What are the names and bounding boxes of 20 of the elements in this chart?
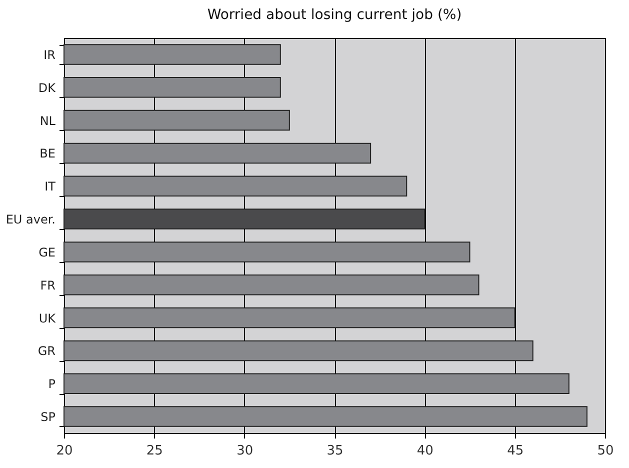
y-tick-label: SP xyxy=(40,410,56,424)
y-tick-label: GE xyxy=(38,245,56,260)
x-tick-label: 50 xyxy=(597,444,614,458)
x-tick-label: 45 xyxy=(507,444,524,458)
x-tick-label: 35 xyxy=(326,444,344,458)
y-tick-label: BE xyxy=(40,146,56,161)
y-tick-label: GR xyxy=(38,344,56,358)
x-tick-label: 25 xyxy=(146,444,163,458)
y-tick-label: IR xyxy=(44,48,56,62)
y-tick-label: EU aver. xyxy=(6,212,56,227)
y-tick-label: P xyxy=(48,377,56,392)
x-tick-label: 20 xyxy=(56,444,73,458)
y-tick-label: FR xyxy=(40,278,56,292)
x-tick-label: 40 xyxy=(416,444,434,458)
chart-title: Worried about losing current job (%) xyxy=(207,7,462,23)
y-tick-label: UK xyxy=(38,311,57,326)
y-tick-label: DK xyxy=(38,80,57,95)
y-tick-label: NL xyxy=(40,114,56,128)
y-tick-label: IT xyxy=(44,180,56,194)
x-tick-label: 30 xyxy=(236,444,254,458)
